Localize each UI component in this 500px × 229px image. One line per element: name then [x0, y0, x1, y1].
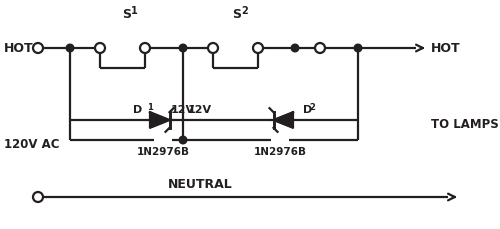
- Text: 12V: 12V: [171, 105, 195, 115]
- Text: HOT: HOT: [4, 41, 34, 55]
- Circle shape: [354, 44, 362, 52]
- Text: TO LAMPS: TO LAMPS: [431, 118, 499, 131]
- Text: D: D: [303, 105, 312, 115]
- Text: 1: 1: [147, 103, 153, 112]
- Text: 1: 1: [131, 6, 138, 16]
- Text: D: D: [133, 105, 142, 115]
- Text: S: S: [122, 8, 131, 22]
- Polygon shape: [150, 112, 170, 128]
- Circle shape: [179, 136, 187, 144]
- Text: 120V AC: 120V AC: [4, 139, 59, 152]
- Circle shape: [140, 43, 150, 53]
- Circle shape: [33, 192, 43, 202]
- Circle shape: [315, 43, 325, 53]
- Text: 2: 2: [309, 103, 315, 112]
- Text: 1N2976B: 1N2976B: [136, 147, 190, 157]
- Text: HOT: HOT: [431, 41, 460, 55]
- Text: S: S: [232, 8, 241, 22]
- Circle shape: [291, 44, 299, 52]
- Circle shape: [179, 44, 187, 52]
- Circle shape: [208, 43, 218, 53]
- Text: 1N2976B: 1N2976B: [254, 147, 306, 157]
- Circle shape: [66, 44, 74, 52]
- Text: NEUTRAL: NEUTRAL: [168, 178, 232, 191]
- Circle shape: [253, 43, 263, 53]
- Text: 2: 2: [241, 6, 248, 16]
- Circle shape: [95, 43, 105, 53]
- Text: 12V: 12V: [188, 105, 212, 115]
- Circle shape: [33, 43, 43, 53]
- Polygon shape: [274, 112, 293, 128]
